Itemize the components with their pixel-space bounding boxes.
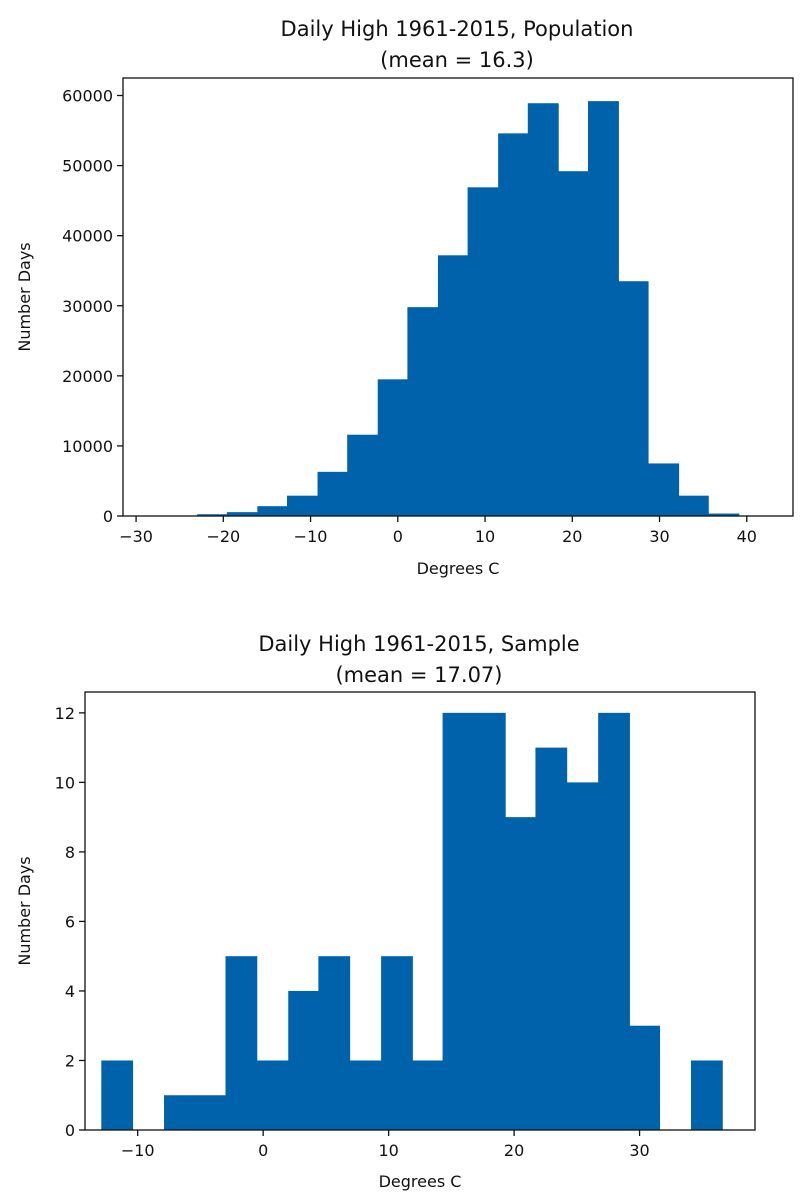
y-axis-ticks: 0 10000 20000 30000 40000 50000 60000 [62,87,123,526]
y-tick-label: 0 [103,507,113,526]
histogram-bar-17 [629,1025,661,1130]
histogram-bar-14 [558,171,589,516]
x-tick-label: 0 [393,527,403,546]
x-tick-label: −10 [121,1141,155,1160]
x-tick-label: 20 [504,1141,524,1160]
histogram-bar-16 [618,281,649,516]
histogram-bar-10 [412,1060,443,1130]
histogram-bar-13 [505,817,536,1130]
y-tick-label: 30000 [62,297,113,316]
histogram-bar-2 [197,514,228,516]
histogram-bar-12 [498,133,529,517]
x-tick-label: 10 [475,527,495,546]
chart-title: Daily High 1961-2015, Population [281,17,634,41]
histogram-bar-9 [381,956,413,1130]
x-axis-label: Degrees C [379,1172,462,1191]
x-tick-label: −10 [294,527,328,546]
plot-frame [84,691,756,1131]
y-axis-label: Number Days [15,242,34,351]
y-tick-label: 10 [55,773,75,792]
histogram-bar-2 [164,1095,196,1130]
x-tick-label: 30 [629,1141,649,1160]
x-tick-label: 10 [378,1141,398,1160]
histogram-bar-5 [287,495,318,516]
histogram-bar-16 [598,712,630,1130]
chart-title: Daily High 1961-2015, Sample [258,632,579,656]
bars [197,101,740,517]
histogram-bar-15 [587,101,619,516]
histogram-bar-13 [527,103,559,516]
histogram-bar-6 [288,990,319,1130]
y-tick-label: 60000 [62,87,113,106]
x-tick-label: −20 [206,527,240,546]
x-axis-ticks: −10 0 10 20 30 [121,1130,650,1160]
y-tick-label: 40000 [62,227,113,246]
plot-frame [122,77,794,517]
y-axis-ticks: 0 2 4 6 8 10 12 [55,704,85,1140]
histogram-bar-11 [467,187,499,516]
y-tick-label: 0 [65,1121,75,1140]
population-histogram: Daily High 1961-2015, Population (mean =… [15,17,794,578]
bars [101,712,723,1130]
x-tick-label: −30 [119,527,153,546]
histogram-bar-3 [226,512,258,516]
sample-histogram: Daily High 1961-2015, Sample (mean = 17.… [15,632,756,1191]
x-tick-label: 20 [562,527,582,546]
histogram-bar-18 [678,495,709,516]
histogram-bar-17 [648,463,680,516]
y-tick-label: 50000 [62,157,113,176]
histogram-bar-4 [225,956,258,1130]
y-tick-label: 10000 [62,437,113,456]
histogram-bar-10 [437,255,468,517]
histogram-bar-7 [318,956,351,1130]
histogram-bar-6 [317,471,348,516]
y-tick-label: 20000 [62,367,113,386]
x-tick-label: 30 [649,527,669,546]
histogram-bar-19 [691,1060,723,1130]
x-tick-label: 40 [737,527,757,546]
chart-subtitle: (mean = 16.3) [380,48,534,72]
y-tick-label: 4 [65,982,75,1001]
y-tick-label: 12 [55,704,75,723]
histogram-bar-11 [442,712,475,1130]
histogram-bar-5 [256,1060,289,1130]
chart-subtitle: (mean = 17.07) [335,663,502,687]
histogram-bar-15 [566,782,599,1130]
x-axis-label: Degrees C [417,559,500,578]
histogram-bar-8 [349,1060,382,1130]
x-axis-ticks: −30 −20 −10 0 10 20 30 40 [119,516,757,546]
histogram-bar-8 [377,379,408,516]
x-tick-label: 0 [258,1141,268,1160]
y-axis-label: Number Days [15,856,34,965]
histogram-bar-0 [101,1060,134,1130]
histogram-bar-14 [535,747,568,1130]
histogram-bar-4 [257,506,288,516]
histogram-bar-12 [473,712,506,1130]
histogram-bar-7 [347,434,379,516]
histogram-bar-19 [708,513,740,516]
y-tick-label: 8 [65,843,75,862]
histogram-bar-3 [195,1095,226,1130]
y-tick-label: 2 [65,1051,75,1070]
histogram-bar-9 [407,307,439,516]
y-tick-label: 6 [65,912,75,931]
